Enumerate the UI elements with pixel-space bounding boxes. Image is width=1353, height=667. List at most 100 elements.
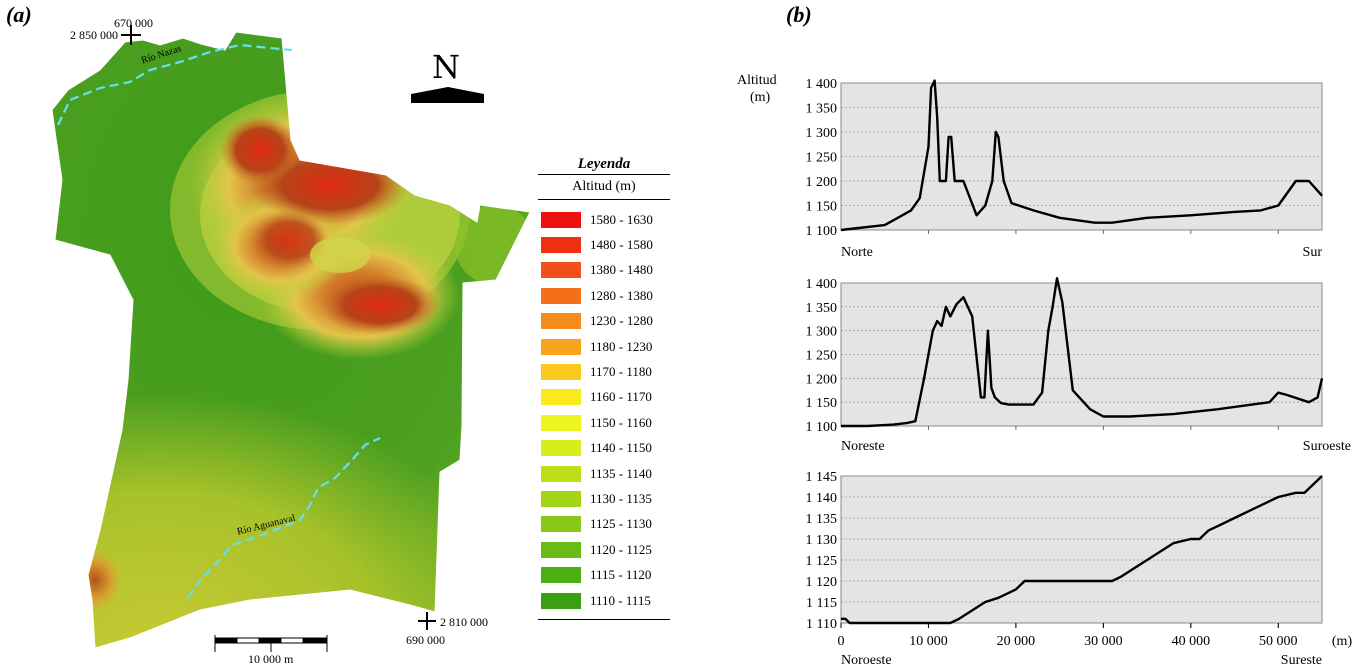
legend-item: 1130 - 1135 (538, 486, 670, 511)
legend-item: 1580 - 1630 (538, 207, 670, 232)
legend-item: 1230 - 1280 (538, 309, 670, 334)
legend-item: 1125 - 1130 (538, 512, 670, 537)
profile-frame (840, 475, 1323, 624)
y-tick-label: 1 110 (806, 617, 837, 632)
coord-cross-bottom (418, 612, 436, 630)
legend-label: 1230 - 1280 (590, 313, 653, 329)
legend-label: 1140 - 1150 (590, 440, 652, 456)
legend-label: 1110 - 1115 (590, 592, 651, 608)
y-tick-label: 1 200 (806, 175, 838, 190)
legend-item: 1280 - 1380 (538, 283, 670, 308)
y-tick-label: 1 300 (806, 126, 838, 141)
x-tick-label: 0 (838, 634, 845, 649)
legend-label: 1150 - 1160 (590, 414, 652, 430)
y-tick-label: 1 400 (806, 277, 838, 292)
y-tick-label: 1 150 (806, 396, 838, 411)
x-tick-label: 50 000 (1259, 634, 1298, 649)
ylabel-line2: (m) (750, 90, 771, 105)
y-tick-label: 1 115 (806, 596, 837, 611)
legend-item: 1120 - 1125 (538, 537, 670, 562)
y-tick-label: 1 145 (806, 470, 838, 485)
coord-cross-top (121, 25, 141, 45)
legend-swatch (541, 287, 581, 304)
y-tick-label: 1 250 (806, 151, 838, 166)
legend-swatch (541, 211, 581, 228)
legend: Leyenda Altitud (m) 1580 - 1630 1480 - 15… (538, 154, 670, 621)
legend-swatch (541, 490, 581, 507)
profile-start-label: Norte (841, 245, 873, 260)
x-unit-label: (m) (1332, 634, 1353, 649)
bottom-easting-label: 690 000 (406, 633, 445, 647)
y-tick-label: 1 100 (806, 420, 838, 435)
legend-swatch (541, 414, 581, 431)
y-tick-label: 1 120 (806, 575, 838, 590)
legend-label: 1160 - 1170 (590, 389, 652, 405)
legend-item: 1140 - 1150 (538, 436, 670, 461)
legend-item: 1150 - 1160 (538, 410, 670, 435)
profile-line (840, 79, 1323, 232)
y-tick-label: 1 100 (806, 224, 838, 239)
scale-label: 10 000 m (248, 652, 294, 666)
y-tick-label: 1 350 (806, 301, 838, 316)
legend-item: 1170 - 1180 (538, 359, 670, 384)
legend-item: 1115 - 1120 (538, 562, 670, 587)
nazas-river (57, 43, 293, 126)
legend-item: 1110 - 1115 (538, 588, 670, 613)
legend-label: 1120 - 1125 (590, 541, 652, 557)
profile-line (841, 475, 1323, 625)
legend-label: 1130 - 1135 (590, 490, 652, 506)
legend-item: 1380 - 1480 (538, 258, 670, 283)
y-tick-label: 1 130 (806, 533, 838, 548)
legend-subtitle: Altitud (m) (538, 175, 670, 200)
profile-end-label: Sur (1303, 245, 1323, 260)
profile-start-label: Noroeste (841, 653, 892, 666)
legend-item: 1480 - 1580 (538, 232, 670, 257)
panel-b-label: (b) (786, 2, 812, 27)
legend-swatch (541, 516, 581, 533)
elevation-profiles: 1 100 1 150 1 200 1 250 1 300 1 350 1 400 Norte… (806, 77, 1353, 666)
legend-swatch (541, 313, 581, 330)
legend-item: 1160 - 1170 (538, 385, 670, 410)
bottom-northing-label: 2 810 000 (440, 615, 488, 629)
legend-swatch (541, 440, 581, 457)
top-easting-label: 670 000 (114, 16, 153, 30)
study-area-boundary (51, 31, 530, 649)
north-label: N (432, 48, 460, 86)
legend-swatch (541, 338, 581, 355)
legend-swatch (541, 389, 581, 406)
legend-label: 1480 - 1580 (590, 237, 653, 253)
legend-item: 1180 - 1230 (538, 334, 670, 359)
y-tick-label: 1 200 (806, 372, 838, 387)
y-tick-label: 1 135 (806, 512, 838, 527)
legend-swatch (541, 262, 581, 279)
legend-label: 1115 - 1120 (590, 567, 652, 583)
y-tick-label: 1 400 (806, 77, 838, 92)
legend-label: 1580 - 1630 (590, 211, 653, 227)
x-tick-label: 40 000 (1172, 634, 1211, 649)
x-tick-label: 20 000 (997, 634, 1036, 649)
legend-swatch (541, 592, 581, 609)
legend-swatch (541, 364, 581, 381)
y-tick-label: 1 250 (806, 349, 838, 364)
legend-swatch (541, 465, 581, 482)
x-tick-label: 10 000 (909, 634, 948, 649)
y-tick-label: 1 300 (806, 325, 838, 340)
x-tick-label: 30 000 (1084, 634, 1123, 649)
legend-label: 1380 - 1480 (590, 262, 653, 278)
panel-a-label: (a) (6, 2, 32, 27)
y-tick-label: 1 140 (806, 491, 838, 506)
legend-label: 1125 - 1130 (590, 516, 652, 532)
legend-swatch (541, 541, 581, 558)
legend-swatch (541, 567, 581, 584)
y-tick-label: 1 350 (806, 102, 838, 117)
profile-start-label: Noreste (841, 439, 885, 454)
scale-bar (214, 635, 328, 652)
aguanaval-river (187, 437, 381, 599)
profile-end-label: Sureste (1281, 653, 1322, 666)
legend-title: Leyenda (538, 154, 670, 175)
legend-label: 1280 - 1380 (590, 287, 653, 303)
legend-swatch (541, 237, 581, 254)
legend-label: 1135 - 1140 (590, 465, 652, 481)
profile-line (841, 277, 1324, 428)
ylabel-line1: Altitud (737, 73, 777, 88)
